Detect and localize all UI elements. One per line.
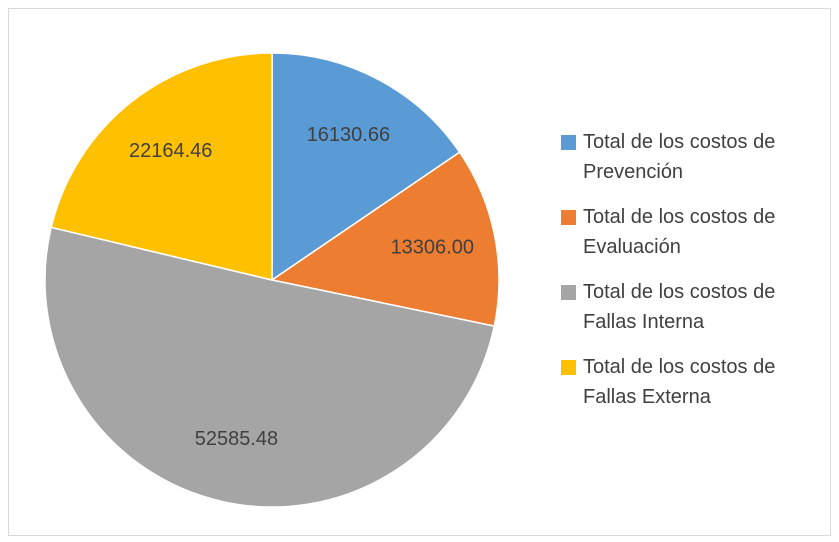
legend-item: Total de los costos de Fallas Externa bbox=[561, 352, 831, 412]
legend-item: Total de los costos de Prevención bbox=[561, 127, 831, 187]
legend-label: Total de los costos de Fallas Interna bbox=[583, 281, 776, 333]
pie-slice bbox=[50, 52, 273, 281]
data-label: 52585.48 bbox=[195, 428, 278, 450]
legend: Total de los costos de Prevención Total d… bbox=[561, 127, 831, 427]
pie-slice bbox=[44, 226, 496, 508]
legend-item: Total de los costos de Fallas Interna bbox=[561, 277, 831, 337]
legend-swatch bbox=[561, 360, 576, 375]
pie-slice bbox=[271, 52, 461, 282]
legend-label: Total de los costos de Evaluación bbox=[583, 206, 776, 258]
legend-swatch bbox=[561, 135, 576, 150]
legend-swatch bbox=[561, 285, 576, 300]
legend-swatch bbox=[561, 210, 576, 225]
data-label: 16130.66 bbox=[307, 124, 390, 146]
legend-label: Total de los costos de Fallas Externa bbox=[583, 356, 776, 408]
data-label: 13306.00 bbox=[391, 236, 474, 258]
data-label: 22164.46 bbox=[129, 140, 212, 162]
pie-slice bbox=[270, 151, 500, 327]
legend-label: Total de los costos de Prevención bbox=[583, 131, 776, 183]
legend-item: Total de los costos de Evaluación bbox=[561, 202, 831, 262]
